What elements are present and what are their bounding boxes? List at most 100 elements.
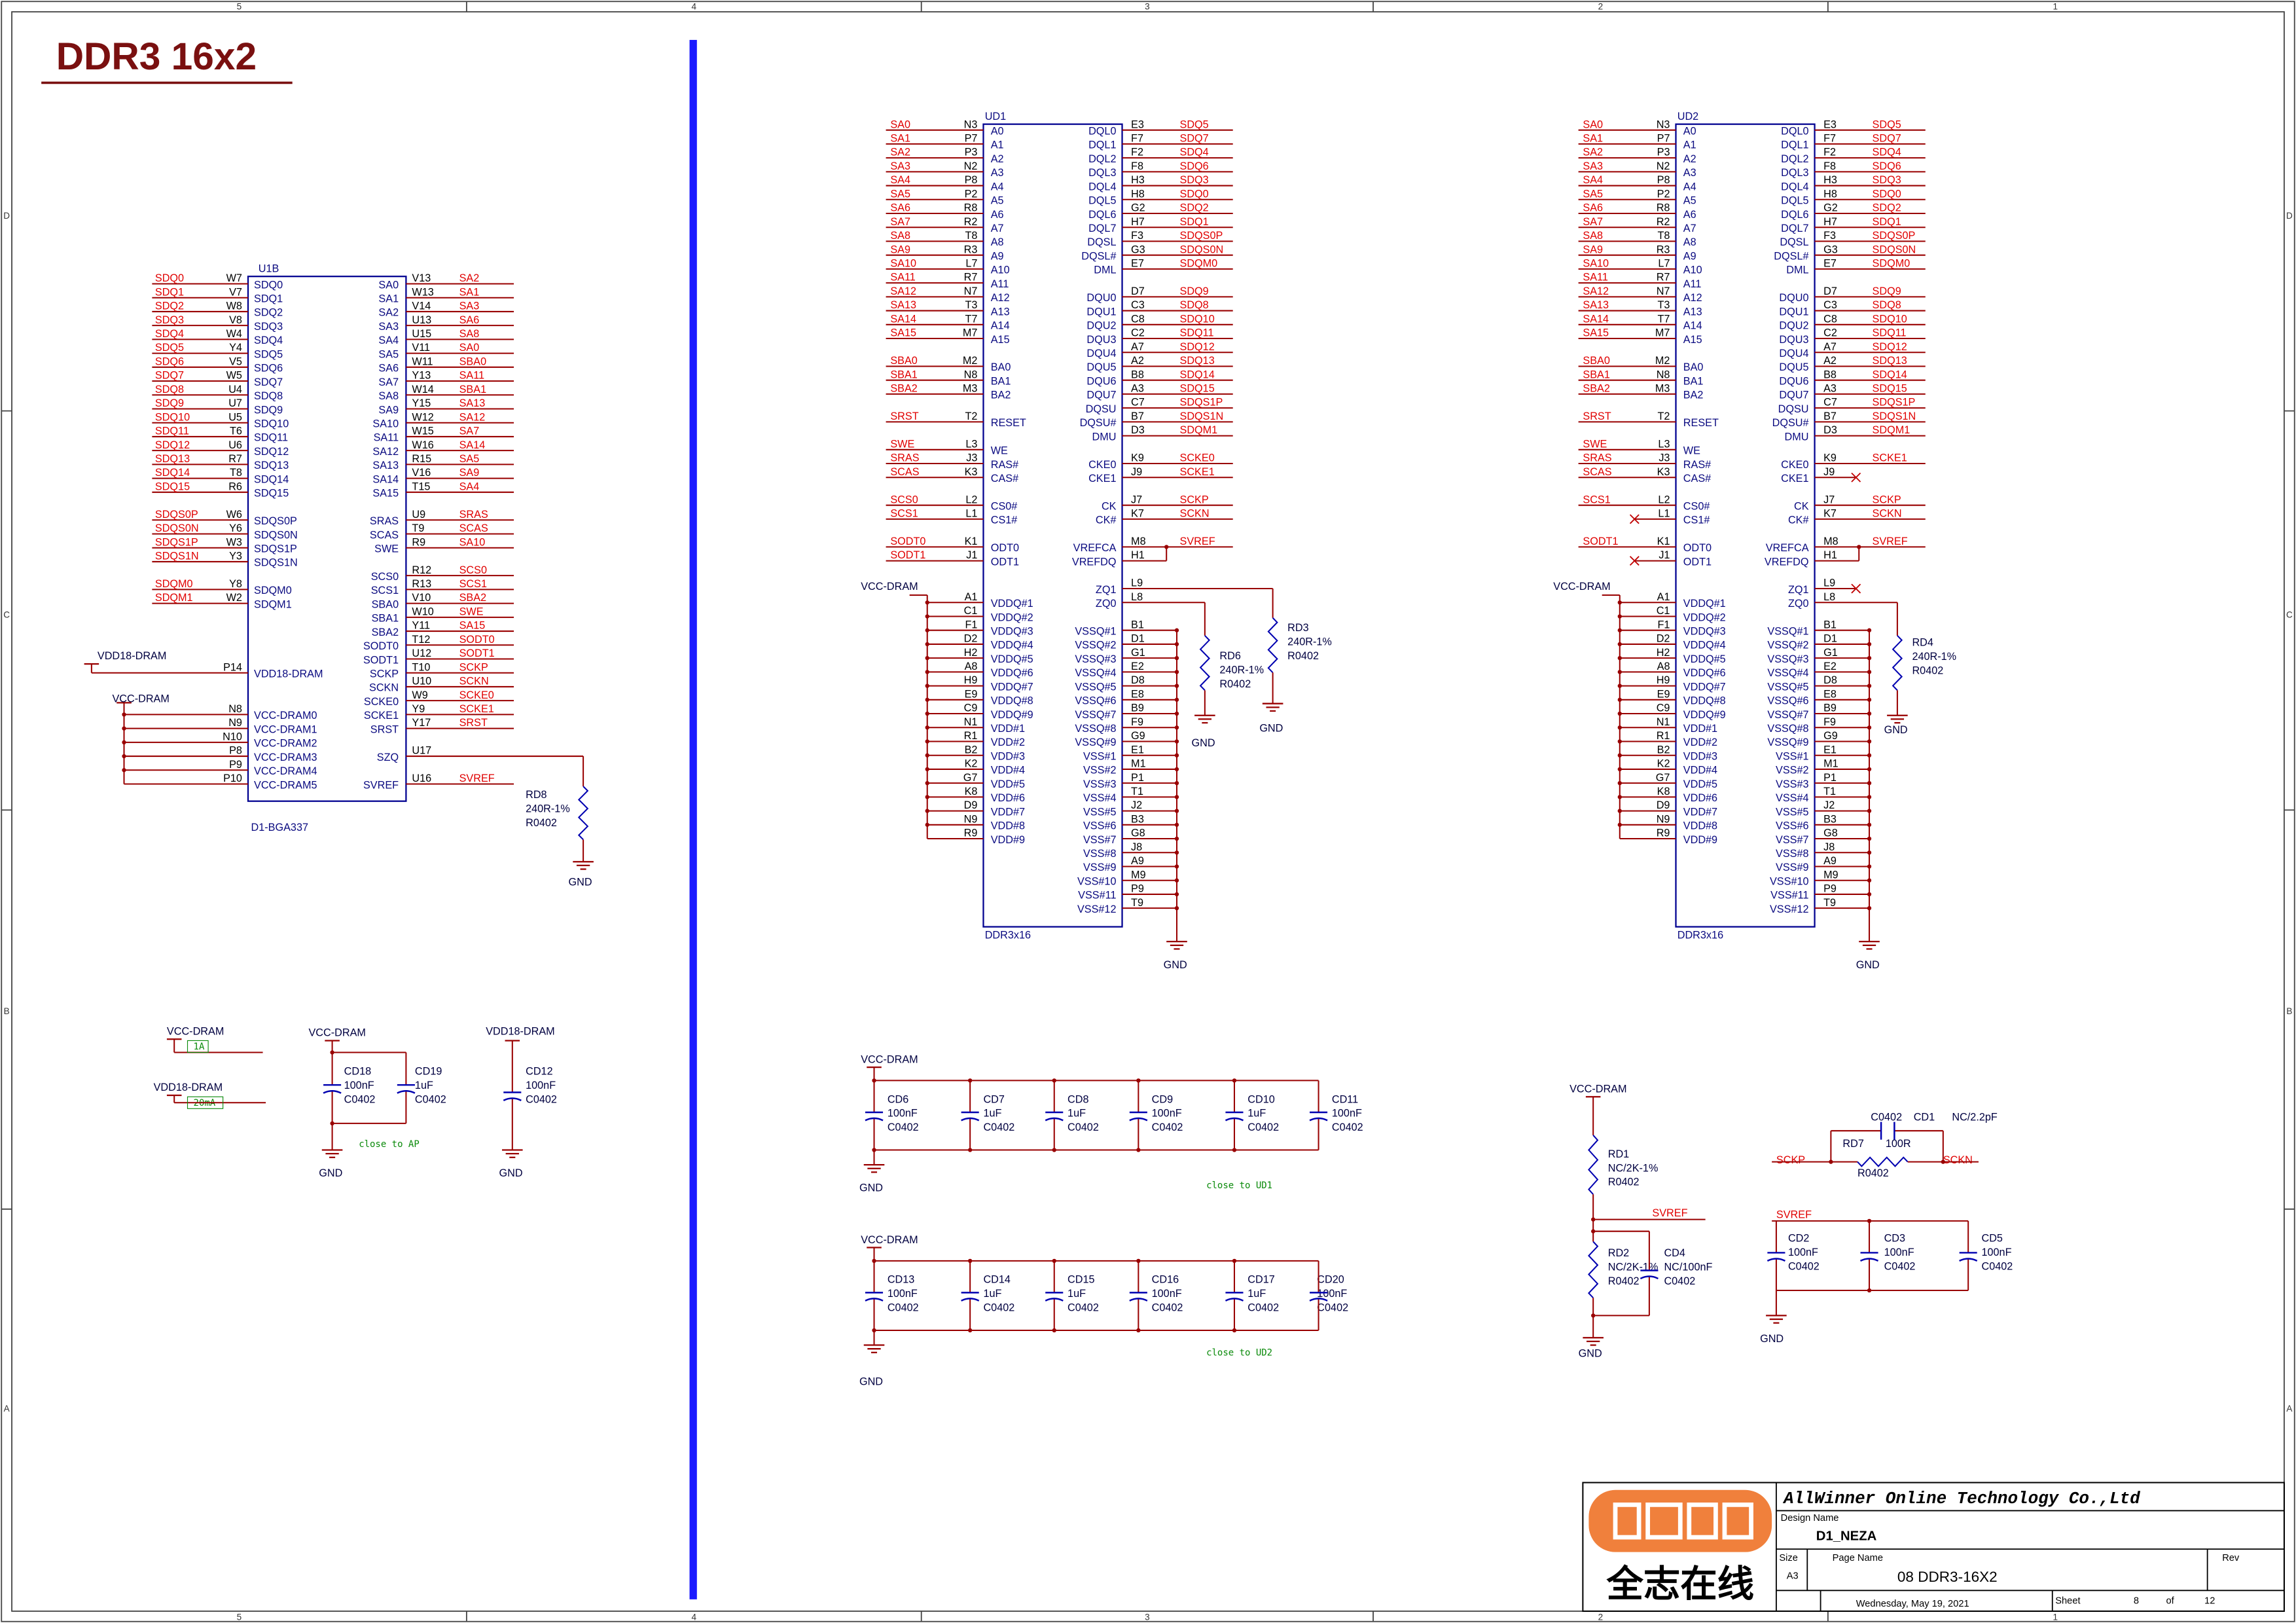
- pin-number: Y6: [229, 522, 242, 534]
- pin-number: W4: [226, 328, 242, 340]
- pin-number: R15: [412, 453, 431, 465]
- pin-name: VDDQ#2: [1683, 611, 1726, 623]
- junction: [967, 1078, 973, 1083]
- part-ref: CD20: [1317, 1274, 1344, 1286]
- pin-number: M7: [963, 327, 978, 339]
- junction: [1136, 1078, 1141, 1083]
- pin-number: F7: [1823, 133, 1836, 145]
- pin-number: R3: [964, 244, 978, 255]
- net-label: SRST: [459, 717, 488, 729]
- pin-name: SDQ6: [254, 363, 283, 374]
- part-package: C0402: [1332, 1122, 1363, 1133]
- junction: [1052, 1328, 1056, 1333]
- net-label: SDQ12: [1180, 341, 1215, 353]
- pin-number: W15: [412, 426, 433, 437]
- pin-number: T1: [1131, 786, 1143, 797]
- pin-number: H3: [1131, 174, 1145, 186]
- pin-name: VSSQ#7: [1075, 709, 1116, 721]
- component-footprint: D1-BGA337: [251, 822, 308, 833]
- component-body: [247, 276, 407, 802]
- pin-name: VSSQ#2: [1075, 640, 1116, 651]
- pin-name: A0: [991, 125, 1004, 137]
- junction: [122, 712, 126, 717]
- pin-name: VDDQ#6: [991, 667, 1033, 679]
- net-label: SODT1: [1583, 536, 1618, 547]
- net-label: SDQS0N: [155, 522, 199, 534]
- pin-name: DQL1: [1088, 139, 1116, 151]
- net-label: SWE: [459, 606, 484, 617]
- pin-name: DQU0: [1086, 292, 1116, 304]
- pin-name: SCKE0: [364, 696, 399, 708]
- pin-name: VSSQ#5: [1767, 681, 1808, 693]
- pin-number: A8: [965, 661, 978, 672]
- pin-name: VSS#6: [1776, 820, 1809, 832]
- pin-name: A9: [991, 250, 1004, 262]
- part-ref: RD6: [1219, 650, 1240, 662]
- net-label: SDQS1P: [155, 536, 198, 548]
- part-package: R0402: [1219, 678, 1251, 690]
- net-label: SA8: [459, 328, 480, 340]
- no-connect: [1629, 556, 1640, 566]
- pin-name: SDQS1P: [254, 543, 297, 555]
- part-package: C0402: [1317, 1302, 1348, 1314]
- pin-number: M8: [1823, 536, 1839, 547]
- pin-name: A9: [1683, 250, 1696, 262]
- pin-number: M2: [963, 355, 978, 367]
- part-ref: RD8: [526, 789, 547, 801]
- pin-name: RESET: [991, 417, 1026, 429]
- pin-number: H1: [1823, 549, 1837, 561]
- net-label: SRAS: [459, 509, 488, 520]
- part-package: R0402: [526, 817, 557, 829]
- zone-label: 1: [2053, 2, 2058, 12]
- note: 1A: [194, 1042, 205, 1052]
- net-label: SA7: [890, 216, 910, 228]
- pin-name: CAS#: [991, 473, 1018, 484]
- pin-name: CK: [1102, 500, 1117, 512]
- no-connect: [1851, 583, 1861, 594]
- power-label: GND: [859, 1182, 883, 1194]
- pin-name: VSS#4: [1776, 792, 1809, 804]
- pin-name: DQU2: [1086, 320, 1116, 332]
- net-label: SDQ3: [155, 314, 184, 326]
- net-label: SCKP: [1776, 1154, 1805, 1166]
- pin-number: U12: [412, 647, 431, 659]
- pin-number: J3: [1659, 452, 1670, 464]
- net-label: SA10: [890, 258, 916, 270]
- zone-label: C: [3, 610, 10, 620]
- pin-number: J8: [1823, 841, 1835, 853]
- pin-number: E9: [965, 688, 978, 700]
- part-value: 1uF: [983, 1108, 1001, 1120]
- net-label: SA9: [459, 467, 480, 479]
- pin-number: E1: [1823, 744, 1837, 756]
- pin-name: VSS#5: [1776, 806, 1809, 818]
- pin-number: G3: [1823, 244, 1838, 255]
- pin-number: U16: [412, 773, 431, 784]
- net-label: SA3: [459, 301, 480, 312]
- pin-number: H8: [1131, 188, 1145, 200]
- junction: [1867, 822, 1872, 827]
- part-package: C0402: [1152, 1122, 1183, 1133]
- part-value: 100nF: [1788, 1247, 1818, 1258]
- pin-name: VDDQ#4: [1683, 640, 1726, 651]
- part-value: 1uF: [1067, 1108, 1086, 1120]
- pin-number: C8: [1823, 313, 1837, 325]
- part-package: C0402: [983, 1302, 1014, 1314]
- pin-name: SA6: [378, 363, 399, 374]
- junction: [1174, 795, 1179, 799]
- no-connect: [1851, 472, 1861, 483]
- part-package: C0402: [1247, 1302, 1279, 1314]
- junction: [1591, 1313, 1596, 1318]
- pin-name: VSSQ#8: [1767, 723, 1808, 735]
- pin-name: DQL2: [1088, 153, 1116, 165]
- pin-name: A4: [1683, 181, 1696, 192]
- pin-name: VDDQ#5: [1683, 653, 1726, 665]
- junction: [967, 1148, 973, 1152]
- pin-number: W6: [226, 509, 242, 520]
- pin-number: P8: [229, 745, 242, 757]
- component-ref: UD1: [985, 111, 1006, 122]
- zone-label: 1: [2053, 1612, 2058, 1622]
- net-label: SCKE0: [459, 689, 494, 701]
- net-label: SDQ1: [155, 286, 184, 298]
- pin-number: V16: [412, 467, 431, 479]
- pin-number: K7: [1823, 508, 1837, 520]
